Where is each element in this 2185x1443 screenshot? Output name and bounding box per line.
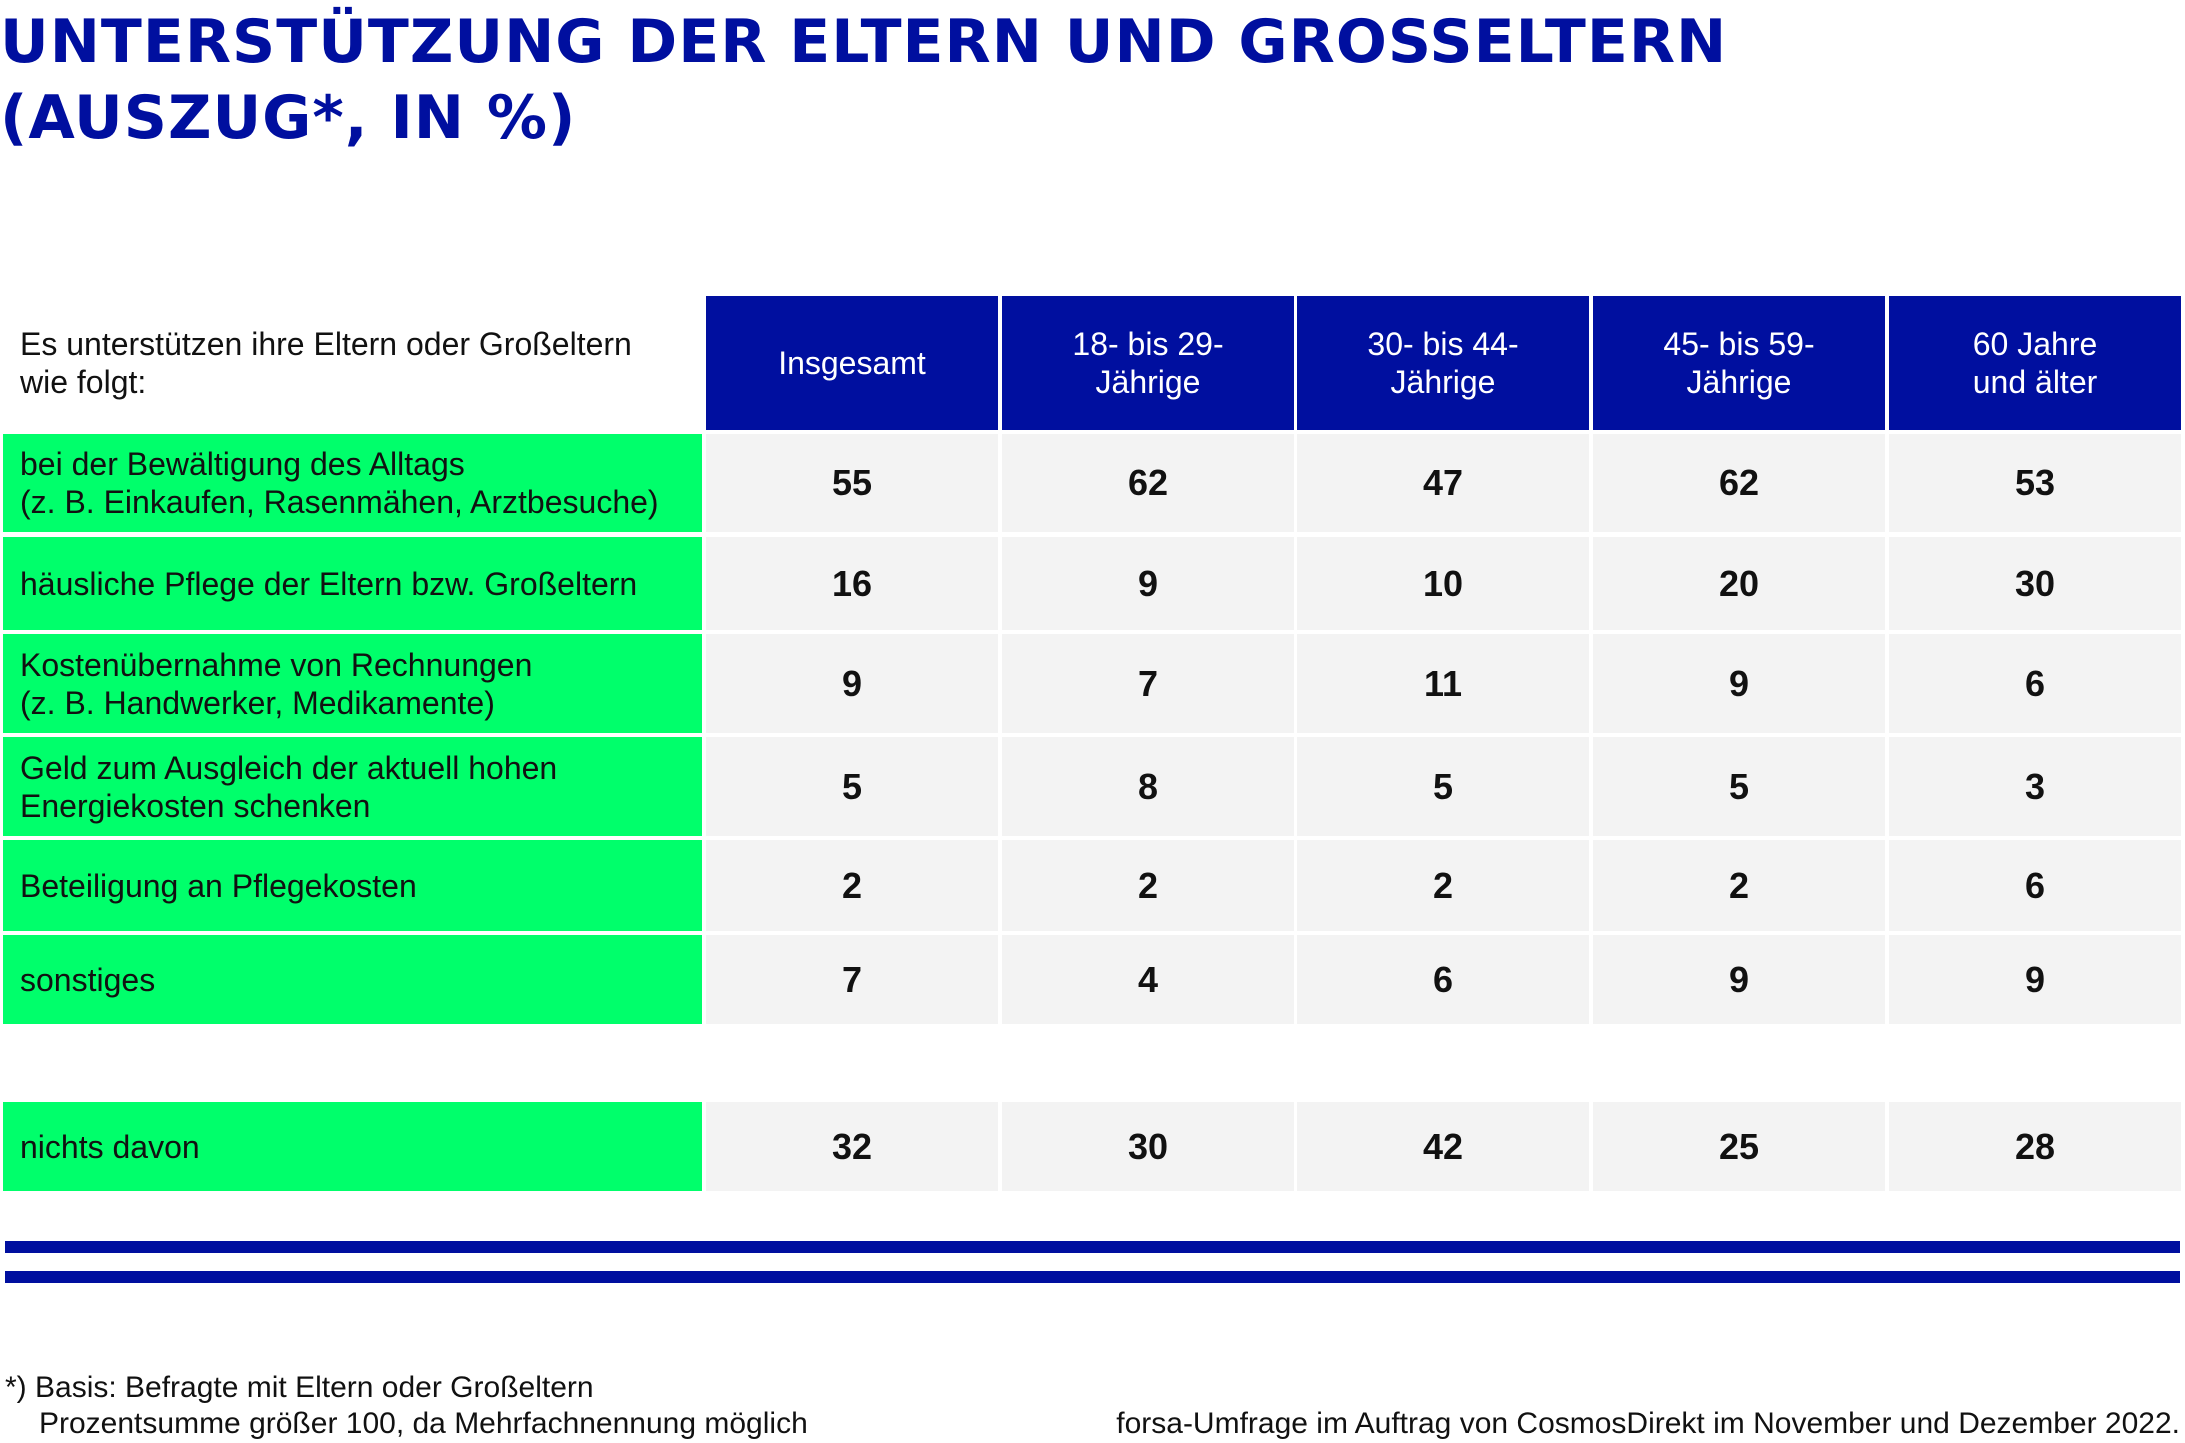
value-cell: 62 [1002, 434, 1294, 532]
column-header: 45- bis 59- Jährige [1593, 296, 1885, 430]
column-header: 60 Jahre und älter [1889, 296, 2181, 430]
value-cell: 5 [1593, 737, 1885, 836]
value-cell: 8 [1002, 737, 1294, 836]
value-cell: 2 [1593, 840, 1885, 931]
column-header: Insgesamt [706, 296, 998, 430]
summary-row-label: nichts davon [3, 1102, 702, 1191]
footnote: *) Basis: Befragte mit Eltern oder Große… [5, 1370, 808, 1442]
value-cell: 9 [1002, 537, 1294, 630]
row-label: bei der Bewältigung des Alltags (z. B. E… [3, 434, 702, 532]
value-cell: 9 [1593, 634, 1885, 733]
row-label: Kostenübernahme von Rechnungen (z. B. Ha… [3, 634, 702, 733]
value-cell: 4 [1002, 935, 1294, 1024]
value-cell: 6 [1889, 634, 2181, 733]
footnote-multiple: Prozentsumme größer 100, da Mehrfachnenn… [39, 1407, 808, 1440]
summary-value-cell: 42 [1297, 1102, 1589, 1191]
divider-line-bottom [5, 1271, 2180, 1283]
value-cell: 62 [1593, 434, 1885, 532]
value-cell: 16 [706, 537, 998, 630]
value-cell: 6 [1297, 935, 1589, 1024]
value-cell: 9 [1593, 935, 1885, 1024]
value-cell: 30 [1889, 537, 2181, 630]
column-header: 18- bis 29- Jährige [1002, 296, 1294, 430]
value-cell: 5 [1297, 737, 1589, 836]
value-cell: 20 [1593, 537, 1885, 630]
value-cell: 7 [1002, 634, 1294, 733]
value-cell: 2 [1297, 840, 1589, 931]
value-cell: 5 [706, 737, 998, 836]
summary-value-cell: 28 [1889, 1102, 2181, 1191]
value-cell: 2 [706, 840, 998, 931]
value-cell: 11 [1297, 634, 1589, 733]
value-cell: 53 [1889, 434, 2181, 532]
value-cell: 2 [1002, 840, 1294, 931]
source-note: forsa-Umfrage im Auftrag von CosmosDirek… [1116, 1407, 2180, 1440]
value-cell: 7 [706, 935, 998, 1024]
column-header: 30- bis 44- Jährige [1297, 296, 1589, 430]
value-cell: 10 [1297, 537, 1589, 630]
value-cell: 9 [1889, 935, 2181, 1024]
value-cell: 55 [706, 434, 998, 532]
divider-line-top [5, 1241, 2180, 1253]
summary-value-cell: 32 [706, 1102, 998, 1191]
row-label: häusliche Pflege der Eltern bzw. Großelt… [3, 537, 702, 630]
row-label: Geld zum Ausgleich der aktuell hohen Ene… [3, 737, 702, 836]
row-label: sonstiges [3, 935, 702, 1024]
value-cell: 47 [1297, 434, 1589, 532]
footnote-basis: *) Basis: Befragte mit Eltern oder Große… [5, 1371, 594, 1404]
value-cell: 3 [1889, 737, 2181, 836]
value-cell: 9 [706, 634, 998, 733]
row-label: Beteiligung an Pflegekosten [3, 840, 702, 931]
summary-value-cell: 25 [1593, 1102, 1885, 1191]
summary-value-cell: 30 [1002, 1102, 1294, 1191]
value-cell: 6 [1889, 840, 2181, 931]
table-corner-label: Es unterstützen ihre Eltern oder Großelt… [20, 326, 632, 400]
chart-title: UNTERSTÜTZUNG DER ELTERN UND GROSSELTERN… [0, 7, 1728, 153]
